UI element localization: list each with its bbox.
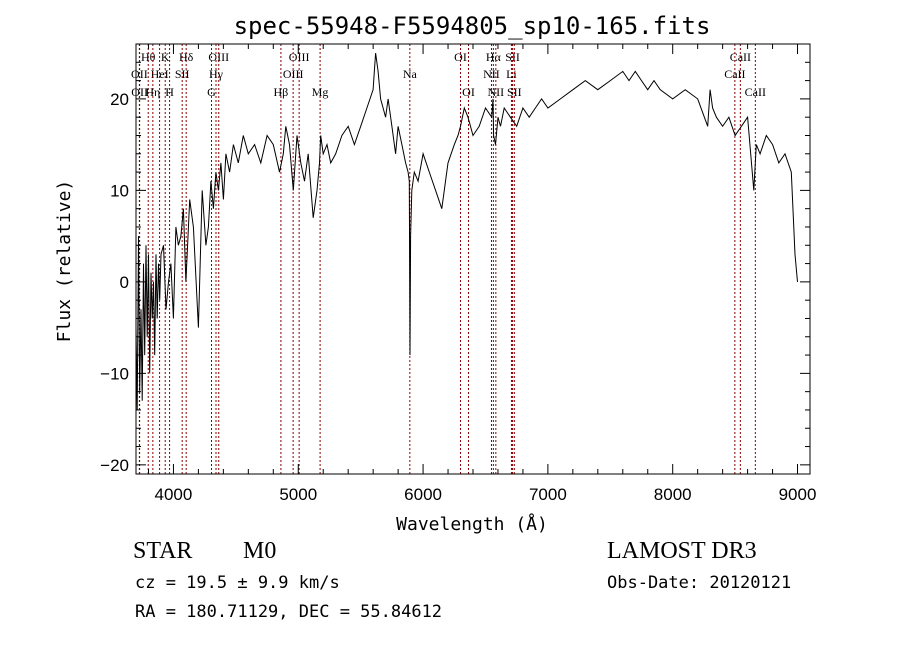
- observation-date: Obs-Date: 20120121: [607, 573, 792, 593]
- marker-label: CaII: [724, 67, 745, 81]
- y-tick-label: −20: [100, 456, 129, 475]
- marker-label: CaII: [745, 85, 766, 99]
- marker-label: Mg: [312, 85, 329, 99]
- axis-ticks: 4000 5000 6000 7000 8000 9000 −20 −10 0 10 20: [100, 43, 817, 504]
- marker-label: OIII: [283, 67, 304, 81]
- redshift-velocity: cz = 19.5 ± 9.9 km/s: [135, 573, 340, 593]
- x-tick-label: 4000: [155, 485, 193, 504]
- marker-label: Hα: [486, 50, 502, 64]
- marker-label: SII: [507, 85, 522, 99]
- y-tick-label: 10: [110, 181, 129, 200]
- marker-label: Hδ: [179, 50, 194, 64]
- marker-label: H: [165, 85, 174, 99]
- y-tick-label: 0: [120, 273, 129, 292]
- chart-title: spec-55948-F5594805_sp10-165.fits: [234, 12, 711, 40]
- marker-label: Hγ: [209, 67, 224, 81]
- marker-label: NII: [488, 85, 505, 99]
- x-tick-label: 7000: [529, 485, 567, 504]
- x-tick-label: 8000: [654, 485, 692, 504]
- marker-label: OIII: [208, 50, 229, 64]
- y-tick-label: 20: [110, 90, 129, 109]
- marker-label: Hθ: [141, 50, 156, 64]
- marker-label: Li: [506, 67, 517, 81]
- survey-name: LAMOST DR3: [607, 538, 757, 564]
- x-tick-label: 9000: [779, 485, 817, 504]
- marker-label: OI: [454, 50, 467, 64]
- y-tick-label: −10: [100, 364, 129, 383]
- marker-label: G: [207, 85, 216, 99]
- x-tick-label: 6000: [404, 485, 442, 504]
- marker-label: OIII: [289, 50, 310, 64]
- y-axis-label: Flux (relative): [54, 180, 75, 343]
- marker-label: SII: [505, 50, 520, 64]
- marker-label: Hη: [145, 85, 160, 99]
- object-class: STAR: [133, 538, 193, 564]
- x-tick-label: 5000: [279, 485, 317, 504]
- marker-label: Na: [403, 67, 418, 81]
- marker-label: K: [161, 50, 170, 64]
- spectrum-line: [135, 53, 798, 411]
- marker-label: SII: [175, 67, 190, 81]
- marker-label: HeI: [151, 67, 169, 81]
- marker-label: OII: [131, 85, 148, 99]
- marker-label: OI: [462, 85, 475, 99]
- marker-label: Hβ: [274, 85, 289, 99]
- marker-label: NII: [483, 67, 500, 81]
- ra-dec-coordinates: RA = 180.71129, DEC = 55.84612: [135, 602, 443, 622]
- marker-label: CaII: [730, 50, 751, 64]
- x-axis-label: Wavelength (Å): [396, 513, 548, 535]
- object-subclass: M0: [243, 538, 277, 564]
